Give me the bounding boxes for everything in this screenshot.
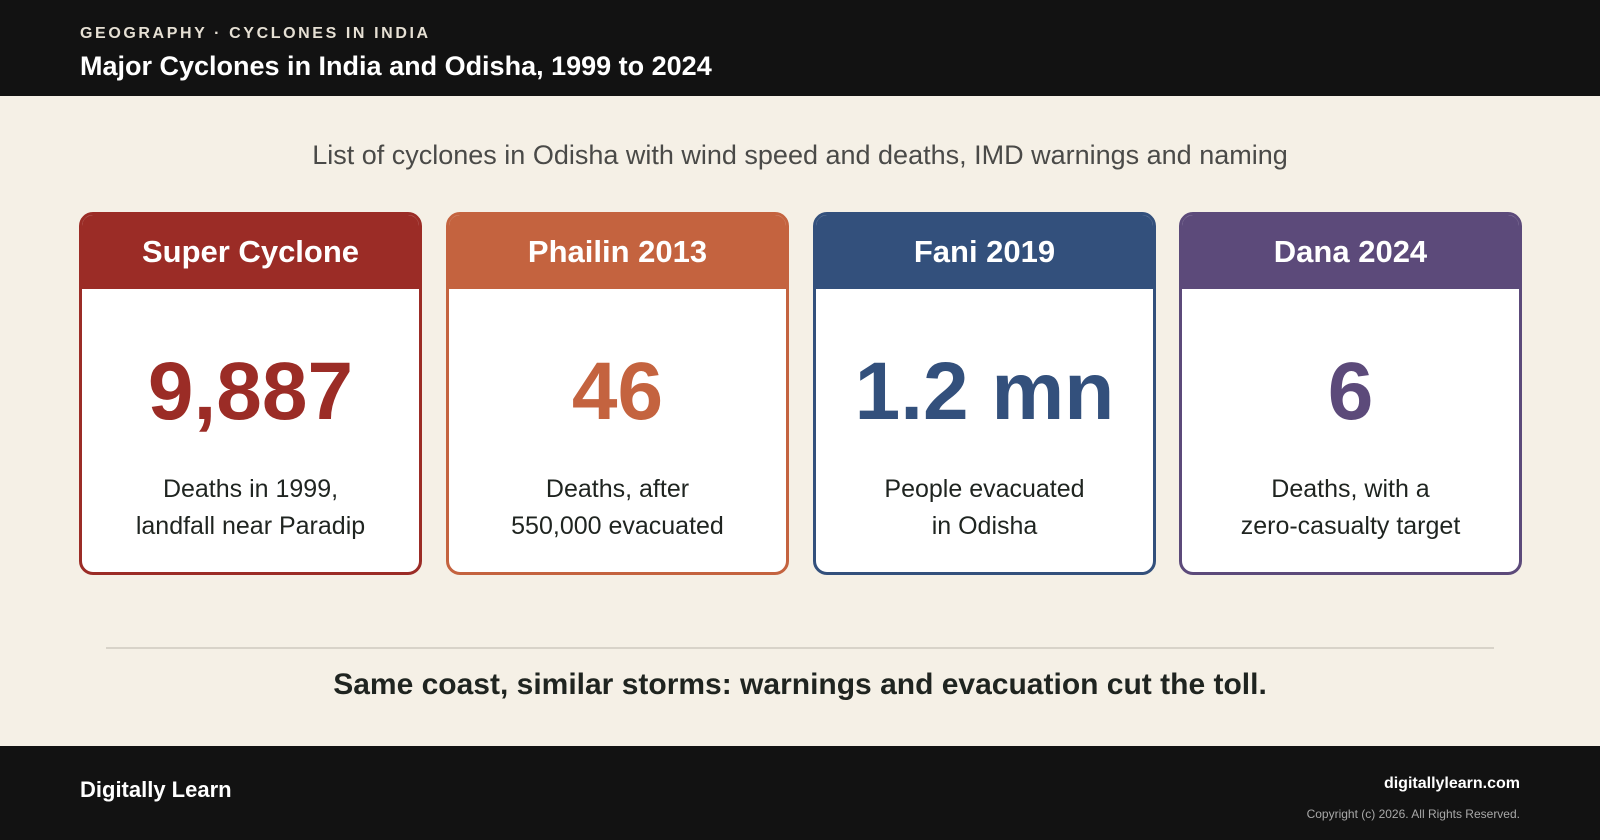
card-fani: Fani 2019 1.2 mn People evacuated in Odi… — [813, 212, 1156, 575]
site-link[interactable]: digitallylearn.com — [1383, 775, 1520, 792]
card-title: Dana 2024 — [1182, 215, 1519, 289]
card-value: 9,887 — [147, 346, 354, 437]
header-kicker: GEOGRAPHY · CYCLONES IN INDIA — [80, 25, 431, 42]
footer-bar: Digitally Learn digitallylearn.com Copyr… — [0, 746, 1600, 840]
page-title: Major Cyclones in India and Odisha, 1999… — [80, 51, 712, 81]
card-desc-line: in Odisha — [931, 512, 1038, 540]
card-title: Fani 2019 — [816, 215, 1153, 289]
cyclone-cards: Super Cyclone 9,887 Deaths in 1999, land… — [79, 212, 1522, 575]
brand-name: Digitally Learn — [80, 777, 232, 802]
card-title: Super Cyclone — [82, 215, 419, 289]
header-bar: GEOGRAPHY · CYCLONES IN INDIA Major Cycl… — [0, 0, 1600, 96]
card-desc-line: zero-casualty target — [1240, 512, 1461, 540]
card-super-cyclone: Super Cyclone 9,887 Deaths in 1999, land… — [79, 212, 422, 575]
card-dana: Dana 2024 6 Deaths, with a zero-casualty… — [1179, 212, 1522, 575]
takeaway-text: Same coast, similar storms: warnings and… — [333, 668, 1267, 701]
card-desc-line: People evacuated — [884, 475, 1085, 503]
card-desc-line: Deaths, after — [545, 475, 690, 503]
card-desc-line: Deaths in 1999, — [162, 475, 339, 503]
card-description: Deaths, with a zero-casualty target — [1182, 471, 1519, 545]
card-value: 6 — [1327, 346, 1374, 437]
card-value: 46 — [571, 346, 664, 437]
card-phailin: Phailin 2013 46 Deaths, after 550,000 ev… — [446, 212, 789, 575]
card-description: People evacuated in Odisha — [816, 471, 1153, 545]
divider — [106, 647, 1494, 649]
card-desc-line: 550,000 evacuated — [511, 512, 724, 540]
card-desc-line: landfall near Paradip — [135, 512, 366, 540]
card-description: Deaths in 1999, landfall near Paradip — [82, 471, 419, 545]
card-description: Deaths, after 550,000 evacuated — [449, 471, 786, 545]
page-subtitle: List of cyclones in Odisha with wind spe… — [312, 140, 1288, 170]
card-title: Phailin 2013 — [449, 215, 786, 289]
copyright-text: Copyright (c) 2026. All Rights Reserved. — [1306, 807, 1520, 821]
card-desc-line: Deaths, with a — [1271, 475, 1430, 503]
card-value: 1.2 mn — [854, 346, 1115, 437]
